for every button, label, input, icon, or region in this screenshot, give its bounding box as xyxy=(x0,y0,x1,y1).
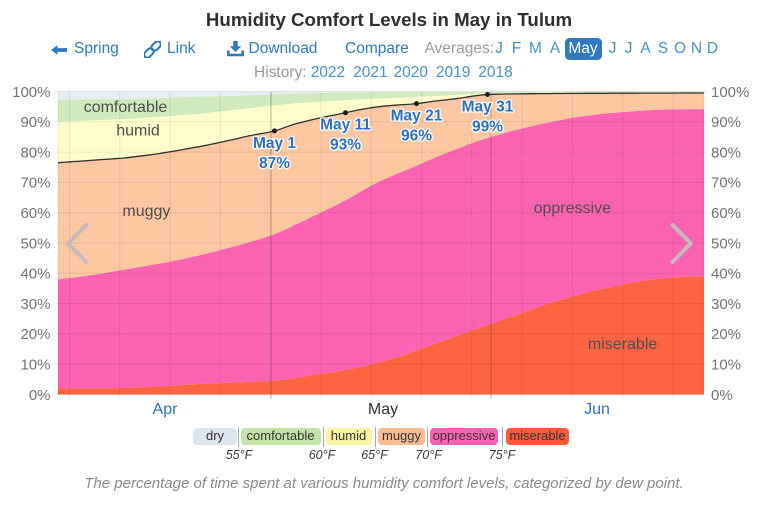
svg-text:40%: 40% xyxy=(711,266,741,283)
svg-text:0%: 0% xyxy=(29,387,51,404)
svg-text:30%: 30% xyxy=(20,296,50,313)
svg-text:90%: 90% xyxy=(711,114,741,131)
svg-text:muggy: muggy xyxy=(122,203,170,220)
svg-text:10%: 10% xyxy=(711,357,741,374)
svg-text:30%: 30% xyxy=(711,296,741,313)
svg-text:40%: 40% xyxy=(20,266,50,283)
svg-text:96%: 96% xyxy=(401,128,432,145)
svg-text:20%: 20% xyxy=(20,326,50,343)
svg-text:70%: 70% xyxy=(20,175,50,192)
svg-text:Jun: Jun xyxy=(584,401,610,418)
svg-text:80%: 80% xyxy=(711,144,741,161)
svg-text:10%: 10% xyxy=(20,357,50,374)
svg-text:0%: 0% xyxy=(711,387,733,404)
svg-text:May 11: May 11 xyxy=(320,117,371,134)
svg-text:50%: 50% xyxy=(711,235,741,252)
svg-text:80%: 80% xyxy=(20,144,50,161)
svg-text:humid: humid xyxy=(116,123,160,140)
svg-text:100%: 100% xyxy=(12,84,50,101)
svg-text:May 1: May 1 xyxy=(253,135,296,152)
svg-text:May: May xyxy=(368,401,398,418)
svg-text:20%: 20% xyxy=(711,326,741,343)
svg-text:87%: 87% xyxy=(259,155,290,172)
svg-text:60%: 60% xyxy=(711,205,741,222)
svg-text:70%: 70% xyxy=(711,175,741,192)
svg-text:Apr: Apr xyxy=(153,401,179,418)
svg-text:60%: 60% xyxy=(20,205,50,222)
svg-text:miserable: miserable xyxy=(588,336,657,353)
svg-text:93%: 93% xyxy=(330,137,361,154)
svg-text:90%: 90% xyxy=(20,114,50,131)
svg-text:99%: 99% xyxy=(472,119,503,136)
svg-text:May 31: May 31 xyxy=(462,99,514,116)
svg-text:comfortable: comfortable xyxy=(84,99,168,116)
svg-text:May 21: May 21 xyxy=(391,108,443,125)
svg-text:100%: 100% xyxy=(711,84,749,101)
svg-text:oppressive: oppressive xyxy=(534,200,611,217)
svg-text:50%: 50% xyxy=(20,235,50,252)
